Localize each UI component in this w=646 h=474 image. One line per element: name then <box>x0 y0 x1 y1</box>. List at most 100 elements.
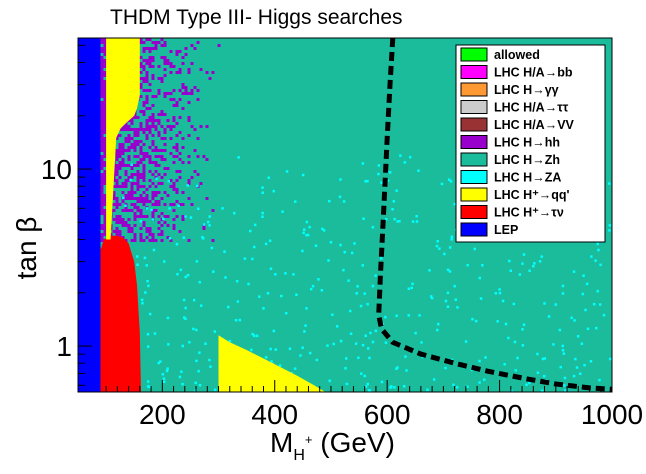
hh-speckle <box>139 83 143 86</box>
za-point <box>417 169 420 172</box>
za-point <box>450 235 454 239</box>
hh-speckle <box>145 107 149 110</box>
hh-speckle <box>187 179 191 182</box>
hh-speckle <box>130 143 134 146</box>
hh-speckle <box>136 197 140 200</box>
hh-speckle <box>121 224 125 227</box>
hh-speckle <box>100 83 104 86</box>
chart-title: THDM Type III- Higgs searches <box>110 6 403 29</box>
hh-speckle <box>103 143 107 146</box>
hh-speckle <box>112 179 116 182</box>
hh-speckle <box>130 137 134 140</box>
hh-speckle <box>133 212 137 215</box>
za-point <box>165 369 169 373</box>
hh-speckle <box>172 161 176 164</box>
hh-speckle <box>151 149 155 152</box>
za-point <box>208 215 211 218</box>
za-point <box>384 341 388 344</box>
hh-speckle <box>151 233 155 236</box>
hh-speckle <box>127 146 131 149</box>
za-point <box>258 295 261 298</box>
za-point <box>402 385 406 388</box>
za-point <box>233 211 236 215</box>
za-point <box>483 378 486 381</box>
hh-speckle <box>103 41 107 44</box>
x-axis-label: MH+ (GeV) <box>270 427 395 464</box>
hh-speckle <box>145 137 149 140</box>
za-point <box>474 319 478 323</box>
hh-speckle <box>148 131 152 134</box>
hh-speckle <box>190 89 194 92</box>
za-point <box>455 386 459 389</box>
hh-speckle <box>103 173 107 176</box>
hh-speckle <box>145 230 149 233</box>
hh-speckle <box>139 95 143 98</box>
hh-speckle <box>187 101 191 104</box>
za-point <box>371 226 375 229</box>
za-point <box>521 262 524 265</box>
hh-speckle <box>133 236 137 239</box>
za-point <box>395 367 398 370</box>
za-point <box>437 322 440 326</box>
za-point <box>436 240 439 243</box>
za-point <box>151 218 155 221</box>
za-point <box>353 242 356 245</box>
hh-speckle <box>139 212 143 215</box>
za-point <box>444 366 447 370</box>
hh-speckle <box>142 101 146 104</box>
za-point <box>446 291 450 295</box>
za-point <box>278 364 282 367</box>
za-point <box>148 385 151 389</box>
za-point <box>385 218 388 221</box>
za-point <box>574 357 577 361</box>
hh-speckle <box>103 125 107 128</box>
hh-speckle <box>124 137 128 140</box>
hh-speckle <box>139 125 143 128</box>
hh-speckle <box>142 158 146 161</box>
hh-speckle <box>160 77 164 80</box>
hh-speckle <box>103 176 107 179</box>
hh-speckle <box>154 161 158 164</box>
hh-speckle <box>157 92 161 95</box>
hh-speckle <box>157 155 161 158</box>
hh-speckle <box>169 125 173 128</box>
legend-swatch <box>460 65 488 79</box>
hh-speckle <box>172 182 176 185</box>
hh-speckle <box>190 203 194 206</box>
hh-speckle <box>100 161 104 164</box>
hh-speckle <box>103 83 107 86</box>
hh-speckle <box>202 227 206 230</box>
za-point <box>540 389 544 392</box>
hh-speckle <box>121 128 125 131</box>
hh-speckle <box>124 140 128 143</box>
hh-speckle <box>151 41 155 44</box>
za-point <box>420 341 423 344</box>
hh-speckle <box>154 200 158 203</box>
hh-speckle <box>118 149 122 152</box>
hh-speckle <box>112 185 116 188</box>
hh-speckle <box>115 149 119 152</box>
za-point <box>235 279 239 283</box>
za-point <box>583 363 586 367</box>
hh-speckle <box>115 200 119 203</box>
hh-speckle <box>127 134 131 137</box>
legend-swatch <box>460 170 488 184</box>
za-point <box>466 385 469 388</box>
za-point <box>561 349 565 352</box>
hh-speckle <box>103 38 107 41</box>
hh-speckle <box>196 98 200 101</box>
za-point <box>261 215 264 218</box>
za-point <box>305 233 308 237</box>
hh-speckle <box>133 134 137 137</box>
hh-speckle <box>148 56 152 59</box>
za-point <box>366 179 369 183</box>
hh-speckle <box>172 116 176 119</box>
hh-speckle <box>145 101 149 104</box>
za-point <box>317 278 320 281</box>
za-point <box>572 270 576 273</box>
hh-speckle <box>148 161 152 164</box>
za-point <box>338 195 342 199</box>
hh-speckle <box>133 224 137 227</box>
hh-speckle <box>163 41 167 44</box>
hh-speckle <box>187 134 191 137</box>
